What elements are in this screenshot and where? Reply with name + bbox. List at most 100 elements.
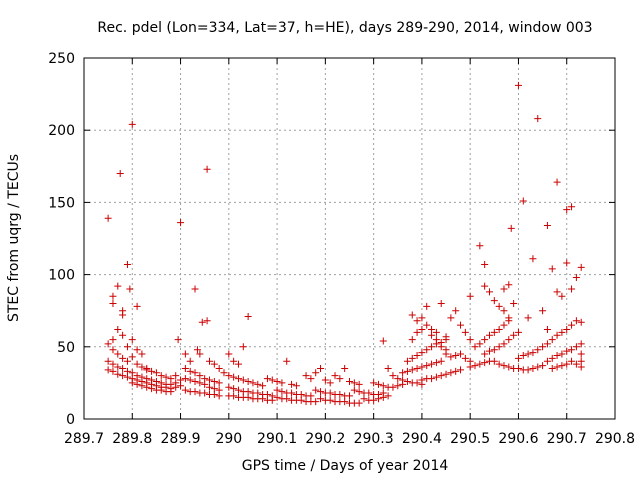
data-point [273, 393, 281, 401]
data-point [485, 288, 493, 296]
y-tick-label: 0 [66, 412, 75, 428]
data-point [471, 362, 479, 370]
data-point [230, 392, 238, 400]
data-point [138, 350, 146, 358]
data-point [114, 350, 122, 358]
data-point [577, 340, 585, 348]
data-point [399, 376, 407, 384]
data-point [495, 325, 503, 333]
data-point [500, 321, 508, 329]
data-point [476, 242, 484, 250]
data-point [432, 373, 440, 381]
y-axis: 0 50 100 150 200 250 [48, 51, 615, 428]
data-point [505, 363, 513, 371]
data-point [152, 369, 160, 377]
data-point [548, 336, 556, 344]
data-point [507, 224, 515, 232]
data-point [201, 389, 209, 397]
data-point [505, 314, 513, 322]
data-point [133, 360, 141, 368]
data-point [408, 366, 416, 374]
data-point [259, 382, 267, 390]
data-point [225, 383, 233, 391]
data-point [379, 337, 387, 345]
data-point [177, 382, 185, 390]
data-point [249, 379, 257, 387]
data-point [461, 328, 469, 336]
data-point [138, 363, 146, 371]
data-point [104, 366, 112, 374]
data-point [138, 382, 146, 390]
x-tick-label: 289.9 [160, 431, 200, 447]
data-point [114, 282, 122, 290]
data-point [558, 292, 566, 300]
data-point [220, 369, 228, 377]
data-point [500, 340, 508, 348]
data-point [198, 318, 206, 326]
data-point [162, 373, 170, 381]
data-point [485, 331, 493, 339]
data-point [379, 382, 387, 390]
data-point [510, 331, 518, 339]
data-point [413, 328, 421, 336]
data-point [543, 222, 551, 230]
data-point [302, 372, 310, 380]
data-point [563, 360, 571, 368]
data-point [133, 302, 141, 310]
data-point [215, 364, 223, 372]
data-point [109, 299, 117, 307]
data-point [423, 302, 431, 310]
data-point [548, 364, 556, 372]
data-point [172, 383, 180, 391]
data-point [418, 349, 426, 357]
data-point [514, 328, 522, 336]
data-point [230, 373, 238, 381]
data-point [355, 388, 363, 396]
data-point [230, 385, 238, 393]
data-point [394, 375, 402, 383]
data-point [534, 346, 542, 354]
data-point [577, 318, 585, 326]
data-point [244, 377, 252, 385]
data-point [239, 343, 247, 351]
data-point [514, 81, 522, 89]
x-axis-title: GPS time / Days of year 2014 [242, 458, 449, 474]
data-point [568, 321, 576, 329]
data-point [109, 360, 117, 368]
data-point [206, 376, 214, 384]
data-point [490, 328, 498, 336]
data-point [447, 314, 455, 322]
data-point [563, 347, 571, 355]
chart-title: Rec. pdel (Lon=334, Lat=37, h=HE), days … [97, 20, 592, 36]
data-point [312, 386, 320, 394]
data-point [148, 367, 156, 375]
data-point [341, 364, 349, 372]
data-point [408, 336, 416, 344]
data-point [563, 206, 571, 214]
data-point [181, 350, 189, 358]
data-point [452, 351, 460, 359]
data-point [331, 372, 339, 380]
data-point [403, 377, 411, 385]
data-point [157, 372, 165, 380]
data-point [119, 354, 127, 362]
data-point [389, 372, 397, 380]
y-tick-label: 50 [57, 340, 75, 356]
data-point [203, 317, 211, 325]
data-point [234, 360, 242, 368]
data-point [539, 343, 547, 351]
data-point [312, 398, 320, 406]
data-point [476, 360, 484, 368]
data-point [534, 115, 542, 123]
data-point [389, 383, 397, 391]
data-point [558, 328, 566, 336]
plot-area-border [83, 57, 616, 420]
data-point [432, 359, 440, 367]
data-point [457, 321, 465, 329]
y-tick-label: 200 [48, 123, 75, 139]
data-point [428, 360, 436, 368]
data-point [481, 359, 489, 367]
data-point [514, 364, 522, 372]
data-point [428, 375, 436, 383]
data-point [370, 379, 378, 387]
